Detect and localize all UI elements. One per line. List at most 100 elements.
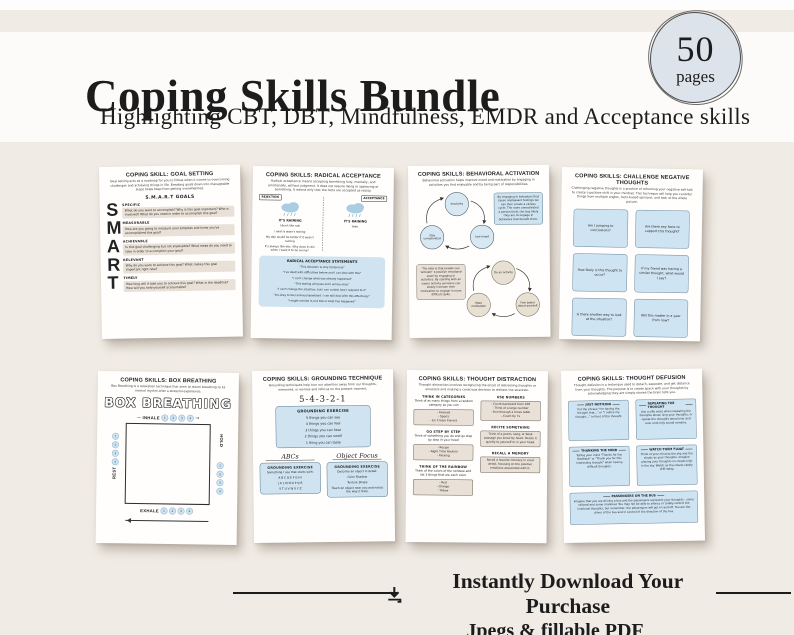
defusion-heading: THANKING THE MIND <box>572 448 626 452</box>
smart-row: R RELEVANT Why do you want to achieve this… <box>107 253 236 275</box>
question-card: Is there another way to look at the situ… <box>571 297 627 337</box>
count-circle: 4 <box>186 414 194 422</box>
grounding-exercise-title: GROUNDING EXERCISE <box>334 464 380 470</box>
distraction-section: USE NUMBERS - Count backward from 100- Th… <box>480 395 541 422</box>
worksheet-thought-distraction: COPING SKILLS: THOUGHT DISTRACTION Thoug… <box>405 370 548 544</box>
smart-row: T TIMELY How long will it take you to achi… <box>107 272 236 293</box>
abcs-box: GROUNDING EXERCISE Something I see that … <box>259 462 322 495</box>
worksheet-title: COPING SKILLS: GROUNDING TECHNIQUE <box>262 374 383 383</box>
defusion-grid: JUST NOTICING Put the phrase "I'm having … <box>568 398 698 487</box>
distraction-section: THINK OF THE RAINBOW Think of the colors … <box>412 464 473 496</box>
abcs-line: J K L M N O P Q R <box>278 481 303 486</box>
statements-box-title: RADICAL ACCEPTANCE STATEMENTS <box>286 259 358 265</box>
count-circle: 1 <box>161 414 169 422</box>
object-focus-line: Color Shadow <box>347 475 368 479</box>
worksheet-title: COPING SKILLS: BEHAVIORAL ACTIVATION <box>417 170 540 178</box>
rain-cloud-icon <box>346 202 365 217</box>
smart-prompt: Why do you want to achieve this goal? Wh… <box>123 260 236 274</box>
footer-divider-right <box>716 592 791 595</box>
question-card: How likely is this thought to occur? <box>572 253 628 293</box>
count-circle: 1 <box>216 462 224 470</box>
acceptance-quote: "I've dealt with difficulties before and… <box>282 271 362 276</box>
statements-list: "This situation is only temporary" "I've … <box>264 265 381 304</box>
defusion-box: REPEATING THE THOUGHT Use a silly voice w… <box>635 398 697 440</box>
vicious-cycle-note: By engaging in behaviors that cause unpl… <box>493 192 544 225</box>
section-box: Think of a poem, song, or book passage y… <box>480 430 541 448</box>
distraction-right-column: USE NUMBERS - Count backward from 100- Th… <box>479 395 541 500</box>
worksheet-thought-defusion: COPING SKILLS: THOUGHT DEFUSION Thought … <box>561 368 705 543</box>
smart-letter: M <box>106 217 122 239</box>
abcs-column: ABCs GROUNDING EXERCISE Something I see … <box>259 452 322 498</box>
worksheet-challenge-negative-thoughts: COPING SKILLS: CHALLENGE NEGATIVE THOUGH… <box>558 167 703 342</box>
subtitle: Highlighting CBT, DBT, Mindfulness, EMDR… <box>100 104 751 129</box>
section-heading: RECALL A MEMORY <box>491 451 529 456</box>
breathing-square <box>124 422 211 506</box>
smart-section: RELEVANT Why do you want to achieve this … <box>123 255 236 274</box>
worksheet-intro: Behavioral activation helps improve mood… <box>422 177 535 187</box>
positive-cycle-zone: The idea is that people can 'activate' a… <box>415 258 544 325</box>
object-focus-column: Object Focus GROUNDING EXERCISE Describe… <box>326 451 389 498</box>
acceptance-column: ACCEPTANCE IT'S RAINING Yeah. <box>324 195 388 254</box>
count-circle: 3 <box>111 449 119 457</box>
defusion-box: JUST NOTICING Put the phrase "I'm having … <box>568 399 630 441</box>
footer: Instantly Download Your Purchase Jpegs &… <box>385 569 725 635</box>
download-icon <box>388 586 402 603</box>
top-white-strip <box>0 0 794 10</box>
question-card: Are there any facts to support this thou… <box>634 209 690 249</box>
page-title: Coping Skills Bundle <box>85 71 501 122</box>
count-circle: 1 <box>160 507 168 515</box>
defusion-box: THANKING THE MIND Telling your mind "Than… <box>568 445 631 487</box>
section-heading: RECITE SOMETHING <box>491 425 530 430</box>
box-line: Think of a poem, song, or book passage y… <box>484 432 537 445</box>
question-card: Will this matter in a year from now? <box>633 298 689 338</box>
rain-cloud-icon <box>281 201 299 216</box>
smart-row: S SPECIFIC What do you want to accomplish?… <box>106 199 235 220</box>
box-line: - Packing <box>436 454 450 458</box>
passengers-box: PASSENGERS ON THE BUS Imagine that you a… <box>569 490 699 525</box>
smart-row: M MEASURABLE How are you going to measure … <box>106 217 235 239</box>
object-focus-box: GROUNDING EXERCISE Describe an object in… <box>326 461 389 498</box>
question-cards: Am I jumping to conclusions? Are there an… <box>571 208 690 338</box>
smart-letter: A <box>106 235 121 257</box>
count-circle: 4 <box>216 487 224 495</box>
distraction-section: RECALL A MEMORY Recall a favorite memory … <box>480 451 541 474</box>
abcs-line: S T U V W X Y Z <box>279 487 302 491</box>
worksheet-intro: Challenging negative thoughts is a pract… <box>571 186 693 204</box>
acceptance-quote: "I might not like it, but this is what h… <box>287 299 356 304</box>
count-circle: 1 <box>112 432 120 440</box>
worksheet-title: COPING SKILLS: THOUGHT DISTRACTION <box>418 375 537 383</box>
section-heading: USE NUMBERS <box>496 395 525 400</box>
worksheet-intro: Radical acceptance means accepting somet… <box>268 179 379 193</box>
distraction-section: THINK IN CATEGORIES Think of as many thin… <box>413 395 474 426</box>
section-heading: GO STEP BY STEP <box>426 429 461 434</box>
section-box: - Animals - Sports - Ice Cream Flavors <box>413 409 474 426</box>
defusion-heading: JUST NOTICING <box>572 402 626 406</box>
comparison-columns: REJECTION IT'S RAINING I don't like rain… <box>258 193 388 254</box>
worksheet-intro: Box Breathing is a relaxation technique … <box>111 384 226 394</box>
cycle-node: More motivation <box>466 292 491 318</box>
box-line: - Count by 7s <box>501 414 521 418</box>
hold-label: HOLD <box>218 434 225 448</box>
worksheet-intro: Thought defusion is a technique used to … <box>573 381 690 396</box>
worksheet-goal-setting: COPING SKILL: GOAL SETTING Goal setting … <box>99 164 243 339</box>
distraction-section: GO STEP BY STEP Think of something you do… <box>413 430 474 461</box>
count-circle: 3 <box>178 414 186 422</box>
footer-line1-text: Instantly Download Your Purchase <box>452 569 684 618</box>
distraction-section: RECITE SOMETHING Think of a poem, song, o… <box>480 425 541 448</box>
smart-letter: R <box>107 253 121 275</box>
cycle-node: Feel better about yourself <box>515 292 540 317</box>
worksheet-title: COPING SKILLS: RADICAL ACCEPTANCE <box>265 171 381 180</box>
smart-list: S SPECIFIC What do you want to accomplish?… <box>106 199 236 293</box>
grounding-step: 2 things you can smell <box>304 434 342 439</box>
worksheet-radical-acceptance: COPING SKILLS: RADICAL ACCEPTANCE Radica… <box>250 166 394 340</box>
section-heading: THINK OF THE RAINBOW <box>419 464 468 469</box>
box-breathing-display-title: BOX BREATHING <box>104 395 232 412</box>
smart-prompt: How are you going to measure your progre… <box>122 224 235 238</box>
grounding-exercise-title: GROUNDING EXERCISE <box>267 465 313 470</box>
count-circle: 3 <box>216 479 224 487</box>
statements-box: RADICAL ACCEPTANCE STATEMENTS "This situ… <box>258 255 386 309</box>
rest-label: REST <box>111 466 117 480</box>
count-circle: 2 <box>111 441 120 449</box>
